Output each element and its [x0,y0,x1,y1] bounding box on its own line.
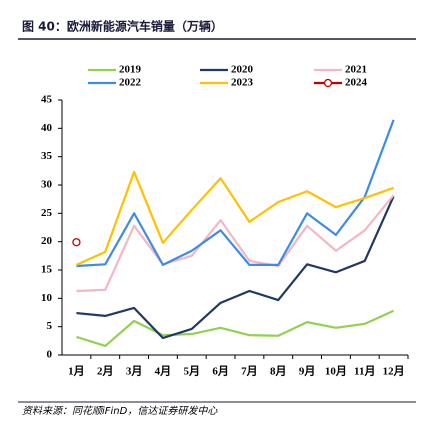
x-tick-label: 12月 [383,365,405,378]
x-tick-label: 10月 [325,365,347,378]
legend-label: 2021 [345,64,367,76]
x-tick-label: 2月 [97,365,114,378]
point-marker [72,238,81,247]
chart-title: 图 40：欧洲新能源汽车销量（万辆） [22,19,223,34]
y-tick-label: 10 [41,292,53,304]
y-tick-label: 35 [41,150,53,162]
x-tick-label: 9月 [299,365,316,378]
series-line [76,195,395,340]
x-tick-label: 3月 [126,365,143,378]
series-line [75,170,394,266]
x-tick-label: 4月 [155,365,172,378]
y-tick-label: 25 [41,207,53,219]
y-tick-label: 40 [41,122,53,134]
y-tick-label: 20 [41,235,53,247]
x-tick-label: 7月 [241,365,258,378]
x-tick-label: 11月 [354,365,375,378]
legend-label: 2020 [231,64,254,76]
legend-label: 2022 [119,77,142,89]
x-tick-label: 5月 [184,365,201,378]
y-tick-label: 5 [47,320,53,332]
series-line [76,309,395,348]
y-tick-label: 30 [41,179,53,191]
legend-marker [323,78,333,88]
y-tick-label: 15 [41,264,53,276]
x-tick-label: 6月 [212,365,229,378]
x-tick-label: 1月 [68,365,85,378]
y-tick-label: 0 [47,349,53,361]
legend-label: 2019 [119,64,142,76]
y-tick-label: 45 [41,94,53,106]
series-line [76,194,395,293]
source: 资料来源：同花顺iFinD，信达证券研发中心 [22,405,218,417]
legend-label: 2023 [231,77,254,89]
series-line [76,119,395,268]
x-tick-label: 8月 [270,365,287,378]
legend-label: 2024 [345,77,368,89]
